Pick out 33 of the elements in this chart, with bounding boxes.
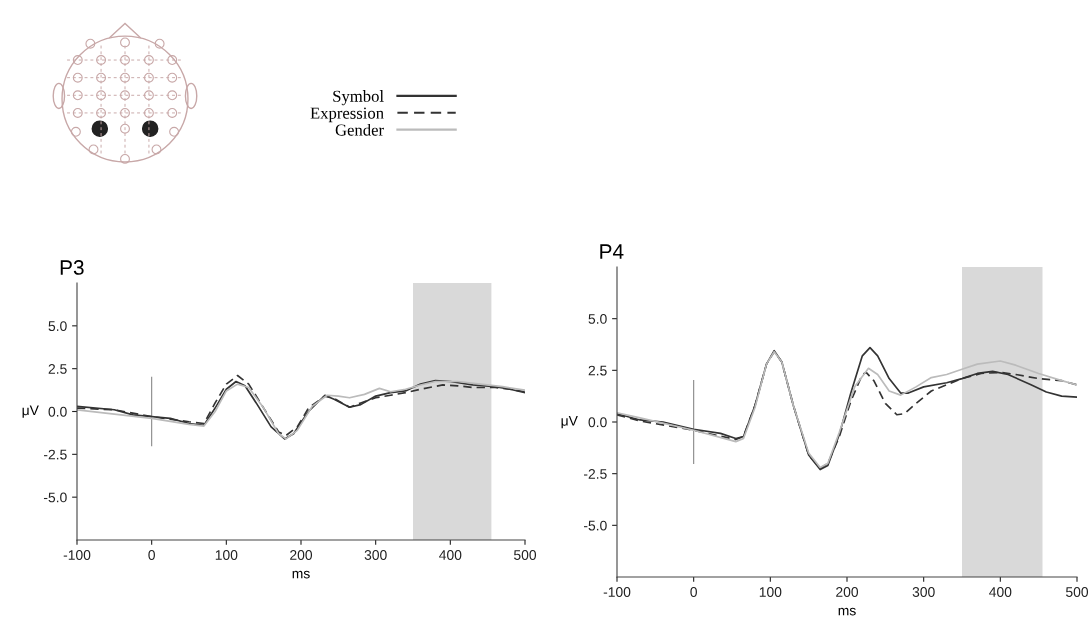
x-tick-label: 500	[513, 550, 537, 560]
x-tick-label: 300	[364, 550, 387, 560]
x-tick-label: 400	[439, 550, 462, 560]
x-tick-label: 400	[989, 587, 1012, 597]
y-tick-label: -5.0	[43, 492, 67, 503]
chart-title: P4	[600, 244, 624, 259]
x-tick-label: 500	[1065, 587, 1089, 597]
x-tick-label: 200	[290, 550, 313, 560]
x-tick-label: 300	[912, 587, 935, 597]
y-tick-label: 5.0	[48, 321, 67, 331]
y-tick-label: -5.0	[583, 520, 607, 531]
y-tick-label: -2.5	[43, 449, 67, 460]
legend-label: Expression	[310, 107, 384, 123]
y-tick-label: 2.5	[588, 365, 607, 376]
y-tick-label: 2.5	[48, 364, 67, 374]
legend-label: Gender	[335, 123, 384, 136]
x-tick-label: -100	[603, 587, 631, 597]
x-tick-label: 0	[148, 550, 155, 560]
x-tick-label: 200	[836, 587, 859, 597]
y-axis-title: μV	[22, 405, 39, 418]
chart-title: P3	[60, 260, 84, 275]
x-axis-title: ms	[838, 607, 856, 616]
x-tick-label: 100	[759, 587, 782, 597]
x-tick-label: 100	[215, 550, 238, 560]
x-tick-label: 0	[690, 587, 697, 597]
legend-label: Symbol	[333, 90, 384, 106]
y-axis-title: μV	[561, 416, 578, 429]
y-tick-label: 0.0	[588, 417, 607, 428]
x-axis-title: ms	[292, 570, 310, 579]
y-tick-label: 5.0	[588, 314, 607, 324]
x-tick-label: -100	[63, 550, 91, 560]
y-tick-label: 0.0	[48, 406, 67, 417]
y-tick-label: -2.5	[583, 469, 607, 479]
